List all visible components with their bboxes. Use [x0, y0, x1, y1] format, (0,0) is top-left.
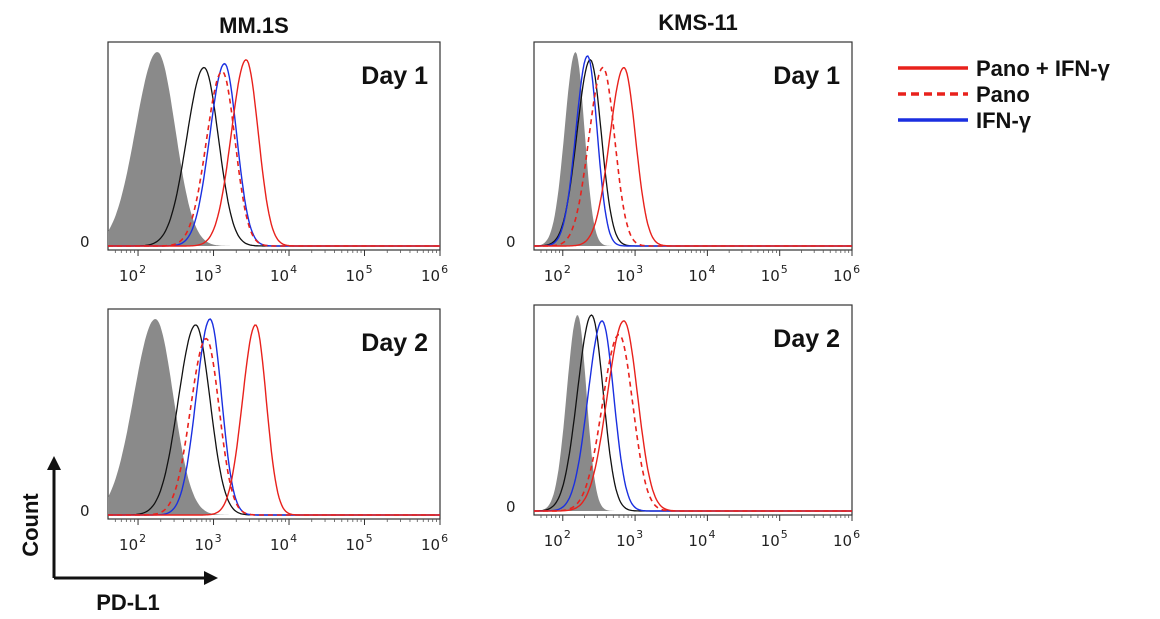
x-tick-label: 106 [833, 263, 860, 285]
x-tick-label: 105 [346, 532, 373, 554]
x-tick-label: 104 [270, 263, 297, 285]
series-pano-ifn-curve [108, 324, 440, 516]
histogram-panel-4: 0 102 103 104 105 106 Day 2 [506, 304, 860, 550]
x-tick-label: 105 [761, 263, 788, 285]
series-pano-ifn-curve [108, 58, 440, 247]
x-tick-label: 102 [119, 532, 146, 554]
series-pano-ifn-curve [534, 320, 852, 512]
histogram-panel-1: 0 102 103 104 105 106 Day 1 [80, 41, 448, 285]
x-tick-label: 102 [544, 528, 571, 550]
x-tick-label: 103 [616, 528, 643, 550]
x-tick-label: 104 [688, 263, 715, 285]
x-tick-label: 102 [119, 263, 146, 285]
legend-label: Pano + IFN-γ [976, 56, 1111, 81]
x-tick-label: 106 [833, 528, 860, 550]
x-tick-label: 104 [688, 528, 715, 550]
isotype-histogram [108, 52, 440, 246]
axis-key-y-arrow-head [47, 456, 61, 470]
day-label: Day 2 [773, 325, 840, 353]
day-label: Day 1 [361, 62, 428, 90]
y-zero-label: 0 [506, 498, 516, 516]
x-tick-label: 105 [761, 528, 788, 550]
histogram-panels: 0 102 103 104 105 106 Day 1 0 102 103 104 105 106 Day… [80, 41, 860, 554]
isotype-histogram [534, 315, 852, 511]
legend-label: Pano [976, 82, 1030, 107]
column-title-mm1s: MM.1S [219, 13, 289, 38]
histogram-panel-2: 0 102 103 104 105 106 Day 1 [506, 41, 860, 285]
x-tick-label: 103 [195, 263, 222, 285]
y-zero-label: 0 [80, 502, 90, 520]
isotype-histogram [108, 319, 440, 515]
series-pano-ifn-curve [534, 66, 852, 247]
day-label: Day 1 [773, 62, 840, 90]
x-tick-label: 106 [421, 263, 448, 285]
y-zero-label: 0 [80, 233, 90, 251]
x-tick-label: 103 [616, 263, 643, 285]
axis-label-count: Count [18, 493, 43, 557]
x-tick-label: 104 [270, 532, 297, 554]
day-label: Day 2 [361, 329, 428, 357]
x-tick-label: 102 [544, 263, 571, 285]
x-tick-label: 103 [195, 532, 222, 554]
x-tick-label: 105 [346, 263, 373, 285]
axis-label-pdl1: PD-L1 [96, 590, 160, 615]
histogram-panel-3: 0 102 103 104 105 106 Day 2 [80, 308, 448, 554]
y-zero-label: 0 [506, 233, 516, 251]
series-pano-curve [108, 337, 440, 516]
column-title-kms11: KMS-11 [658, 10, 737, 35]
axis-key-x-arrow-head [204, 571, 218, 585]
legend-label: IFN-γ [976, 108, 1032, 133]
isotype-histogram [534, 52, 852, 246]
axis-key: Count PD-L1 [18, 456, 218, 615]
x-tick-label: 106 [421, 532, 448, 554]
